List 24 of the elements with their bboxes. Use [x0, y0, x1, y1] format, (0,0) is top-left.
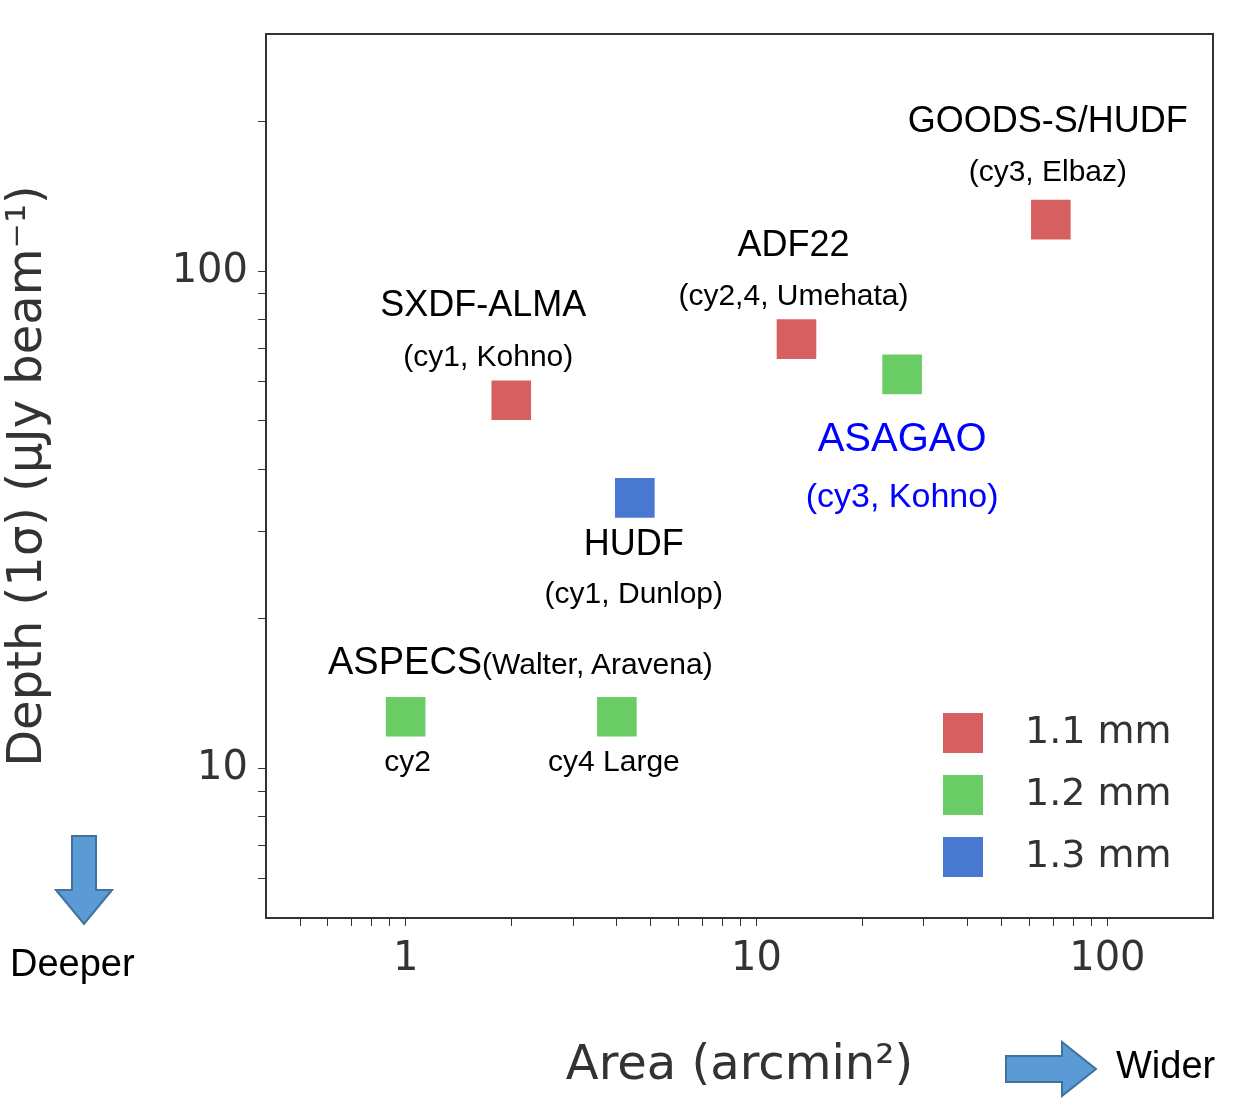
legend-label: 1.1 mm	[1025, 707, 1172, 752]
x-tick-label: 100	[1069, 933, 1146, 980]
annotation: ASPECS	[328, 640, 483, 683]
annotation: ADF22	[737, 223, 850, 265]
annotation: cy2	[384, 744, 431, 777]
annotation: (cy3, Elbaz)	[968, 153, 1128, 187]
x-tick-label: 10	[731, 933, 782, 980]
annotation: SXDF-ALMA	[380, 283, 587, 325]
legend-label: 1.3 mm	[1025, 831, 1172, 876]
annotation: (cy2,4, Umehata)	[678, 278, 909, 312]
annotation: cy4 Large	[548, 744, 680, 777]
annotation: (Walter, Aravena)	[482, 647, 713, 681]
text: Deeper	[10, 942, 135, 985]
x-tick-label: 1	[392, 933, 419, 980]
y-axis-title: Depth (1σ) (μJy beam⁻¹)	[0, 185, 53, 767]
text: Wider	[1116, 1044, 1216, 1087]
annotation: (cy3, Kohno)	[805, 475, 999, 514]
annotation: (cy1, Dunlop)	[544, 576, 724, 610]
annotation: (cy1, Kohno)	[403, 338, 574, 372]
legend-label: 1.2 mm	[1025, 769, 1172, 814]
annotation: HUDF	[583, 521, 684, 563]
annotation: GOODS-S/HUDF	[907, 98, 1188, 140]
annotation: ASAGAO	[817, 415, 987, 460]
x-axis-title: Area (arcmin²)	[565, 1033, 914, 1090]
